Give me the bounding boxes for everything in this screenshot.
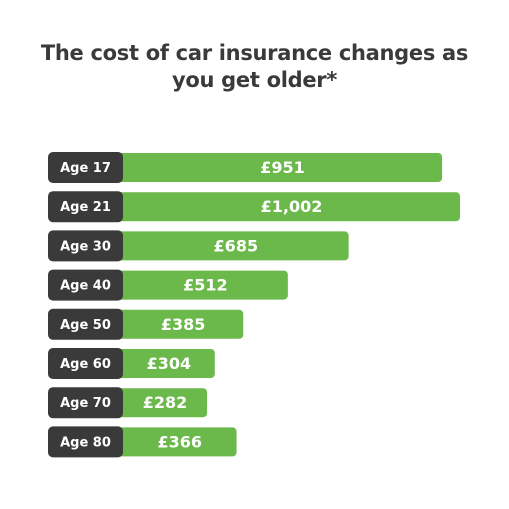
value-label: £685 xyxy=(214,236,259,255)
value-label: £951 xyxy=(260,158,305,177)
bar xyxy=(108,427,237,457)
category-label-box xyxy=(48,348,123,379)
category-label-box xyxy=(48,387,123,419)
category-label-box xyxy=(48,191,123,223)
category-label-box xyxy=(48,426,123,458)
bar xyxy=(108,192,460,222)
bar xyxy=(108,349,215,378)
bar xyxy=(108,388,208,418)
category-label: Age 60 xyxy=(60,357,111,372)
category-label: Age 40 xyxy=(60,279,111,294)
category-label: Age 30 xyxy=(60,239,111,254)
category-label: Age 70 xyxy=(60,396,111,411)
value-label: £385 xyxy=(161,315,206,334)
category-label-box xyxy=(48,230,123,262)
value-label: £282 xyxy=(143,393,188,412)
category-label: Age 80 xyxy=(60,435,111,450)
chart-title: The cost of car insurance changes as you… xyxy=(40,41,469,92)
bar xyxy=(108,231,349,261)
category-label-box xyxy=(48,152,123,183)
value-label: £304 xyxy=(147,354,192,373)
value-label: £1,002 xyxy=(261,197,323,216)
category-label: Age 50 xyxy=(60,318,111,333)
bar xyxy=(108,270,288,300)
category-label: Age 21 xyxy=(60,200,111,215)
category-label-box xyxy=(48,269,123,301)
category-label: Age 17 xyxy=(60,161,111,176)
bar xyxy=(108,309,244,339)
value-label: £366 xyxy=(158,432,203,451)
category-label-box xyxy=(48,308,123,340)
value-label: £512 xyxy=(183,276,228,295)
bar xyxy=(108,153,443,182)
